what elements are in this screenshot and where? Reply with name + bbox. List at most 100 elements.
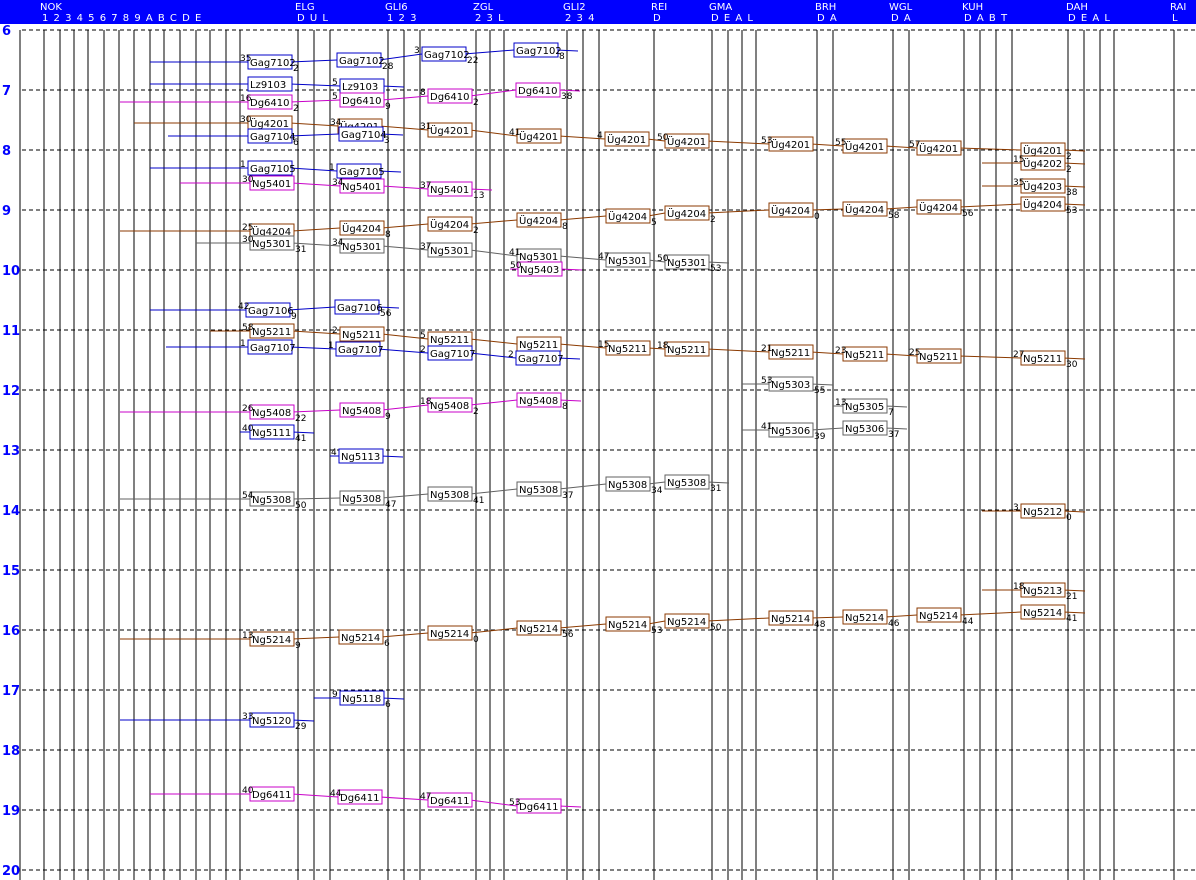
train-box[interactable] — [339, 238, 385, 254]
train-box[interactable] — [427, 181, 473, 197]
train-box[interactable] — [249, 424, 295, 440]
train-box[interactable] — [335, 341, 381, 357]
train-box[interactable] — [1020, 503, 1066, 519]
train-box[interactable] — [664, 254, 710, 270]
train-box[interactable] — [338, 629, 384, 645]
train-box[interactable] — [245, 302, 291, 318]
train-box[interactable] — [516, 620, 562, 636]
train-box[interactable] — [605, 340, 651, 356]
train-box[interactable] — [338, 448, 384, 464]
train-box[interactable] — [427, 216, 473, 232]
train-box[interactable] — [249, 491, 295, 507]
train-box[interactable] — [515, 82, 561, 98]
train-box[interactable] — [516, 798, 562, 814]
train-box[interactable] — [339, 178, 385, 194]
train-box[interactable] — [247, 339, 293, 355]
train-box[interactable] — [605, 208, 651, 224]
train-box[interactable] — [427, 397, 473, 413]
train-box[interactable] — [249, 712, 295, 728]
train-label: Gag7104 — [250, 132, 296, 143]
train-box[interactable] — [664, 133, 710, 149]
train-box[interactable] — [916, 607, 962, 623]
train-box[interactable] — [1020, 155, 1066, 171]
train-box[interactable] — [605, 252, 651, 268]
train-box[interactable] — [339, 490, 385, 506]
train-box[interactable] — [334, 299, 380, 315]
train-box[interactable] — [516, 481, 562, 497]
train-box[interactable] — [427, 242, 473, 258]
train-box[interactable] — [339, 92, 385, 108]
train-box[interactable] — [664, 613, 710, 629]
train-box[interactable] — [605, 476, 651, 492]
train-box[interactable] — [842, 420, 888, 436]
train-box[interactable] — [339, 402, 385, 418]
train-box[interactable] — [664, 474, 710, 490]
train-box[interactable] — [338, 126, 384, 142]
train-box[interactable] — [249, 323, 295, 339]
arrival-minute: 23 — [835, 346, 846, 356]
train-box[interactable] — [842, 346, 888, 362]
train-box[interactable] — [249, 235, 295, 251]
train-box[interactable] — [247, 94, 293, 110]
train-box[interactable] — [249, 175, 295, 191]
station-tracks: D E A L — [711, 13, 754, 24]
train-box[interactable] — [1020, 604, 1066, 620]
departure-minute: 2 — [293, 64, 299, 74]
arrival-minute: 15 — [598, 340, 609, 350]
train-box[interactable] — [427, 792, 473, 808]
train-box[interactable] — [247, 160, 293, 176]
train-box[interactable] — [768, 344, 814, 360]
train-box[interactable] — [664, 205, 710, 221]
train-box[interactable] — [247, 54, 293, 70]
train-box[interactable] — [427, 122, 473, 138]
train-box[interactable] — [1020, 582, 1066, 598]
train-box[interactable] — [339, 690, 385, 706]
train-box[interactable] — [842, 201, 888, 217]
train-label: Ng5308 — [430, 490, 469, 501]
train-label: Dg6411 — [340, 793, 380, 804]
train-box[interactable] — [515, 350, 561, 366]
train-box[interactable] — [249, 786, 295, 802]
train-box[interactable] — [916, 348, 962, 364]
train-box[interactable] — [427, 625, 473, 641]
departure-minute: 30 — [1066, 360, 1078, 370]
train-box[interactable] — [427, 345, 473, 361]
train-box[interactable] — [336, 52, 382, 68]
train-box[interactable] — [1020, 196, 1066, 212]
train-box[interactable] — [664, 341, 710, 357]
train-box[interactable] — [516, 212, 562, 228]
train-box[interactable] — [513, 42, 559, 58]
train-box[interactable] — [339, 220, 385, 236]
arrival-minute: 1 — [240, 339, 246, 349]
departure-minute: 39 — [814, 432, 826, 442]
train-box[interactable] — [247, 128, 293, 144]
train-box[interactable] — [337, 789, 383, 805]
train-box[interactable] — [247, 76, 293, 92]
train-box[interactable] — [605, 616, 651, 632]
train-box[interactable] — [768, 136, 814, 152]
train-box[interactable] — [516, 392, 562, 408]
train-box[interactable] — [1020, 178, 1066, 194]
train-box[interactable] — [249, 631, 295, 647]
train-box[interactable] — [427, 486, 473, 502]
train-box[interactable] — [1020, 350, 1066, 366]
train-box[interactable] — [604, 131, 650, 147]
train-box[interactable] — [249, 404, 295, 420]
train-box[interactable] — [339, 326, 385, 342]
train-box[interactable] — [842, 138, 888, 154]
train-box[interactable] — [427, 88, 473, 104]
train-box[interactable] — [842, 609, 888, 625]
train-box[interactable] — [517, 261, 563, 277]
train-box[interactable] — [768, 610, 814, 626]
train-box[interactable] — [768, 422, 814, 438]
train-label: Dg6410 — [250, 98, 290, 109]
train-box[interactable] — [916, 199, 962, 215]
train-box[interactable] — [336, 163, 382, 179]
train-box[interactable] — [768, 376, 814, 392]
train-box[interactable] — [421, 46, 467, 62]
train-box[interactable] — [842, 398, 888, 414]
train-box[interactable] — [768, 202, 814, 218]
train-box[interactable] — [916, 140, 962, 156]
train-path — [742, 427, 908, 431]
train-box[interactable] — [516, 128, 562, 144]
